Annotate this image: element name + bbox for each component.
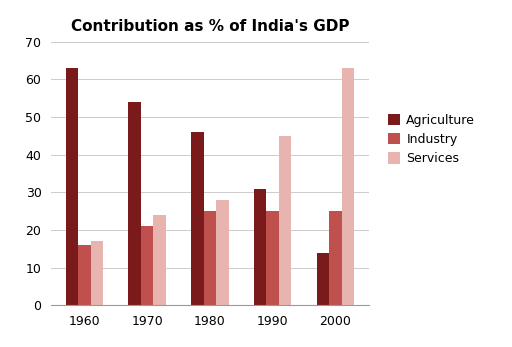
Bar — [141, 226, 154, 305]
Bar — [129, 102, 141, 305]
Bar — [216, 200, 229, 305]
Bar — [191, 132, 204, 305]
Bar — [329, 211, 342, 305]
Bar — [316, 253, 329, 305]
Bar — [66, 68, 78, 305]
Bar — [91, 241, 103, 305]
Bar — [279, 136, 291, 305]
Bar — [254, 188, 266, 305]
Bar — [78, 245, 91, 305]
Bar — [342, 68, 354, 305]
Bar — [266, 211, 279, 305]
Bar — [204, 211, 216, 305]
Bar — [154, 215, 166, 305]
Legend: Agriculture, Industry, Services: Agriculture, Industry, Services — [388, 114, 475, 165]
Title: Contribution as % of India's GDP: Contribution as % of India's GDP — [71, 18, 349, 34]
